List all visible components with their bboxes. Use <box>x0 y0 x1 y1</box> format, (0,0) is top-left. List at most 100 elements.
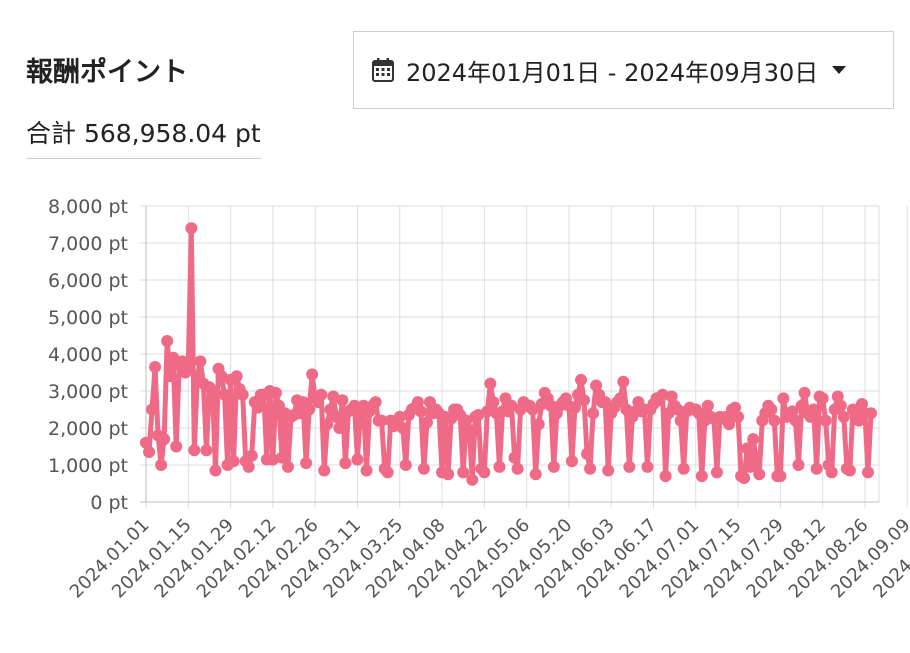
data-point <box>789 414 802 427</box>
data-point <box>732 410 745 423</box>
data-point <box>487 396 500 409</box>
data-point <box>266 453 279 466</box>
data-point <box>143 446 156 459</box>
data-point <box>578 394 591 407</box>
data-point <box>164 370 177 383</box>
data-point <box>747 433 760 446</box>
data-point <box>155 459 168 471</box>
data-point <box>182 359 195 372</box>
data-point <box>460 414 473 427</box>
data-point <box>493 460 506 473</box>
data-point <box>584 462 597 475</box>
data-point <box>146 403 159 416</box>
data-point <box>411 396 424 409</box>
y-tick-label: 0 pt <box>90 492 128 514</box>
series-points <box>140 222 877 486</box>
data-point <box>810 462 823 475</box>
data-point <box>275 451 288 464</box>
data-point <box>478 466 491 479</box>
data-point <box>723 418 736 431</box>
data-point <box>665 390 678 403</box>
data-point <box>417 462 430 475</box>
data-point <box>614 392 627 405</box>
data-point <box>230 370 243 383</box>
data-point <box>336 394 349 407</box>
date-range-picker[interactable]: 2024年01月01日 - 2024年09月30日 <box>353 31 894 109</box>
data-point <box>837 410 850 423</box>
data-point <box>315 388 328 401</box>
x-axis-ticks: 2024.01.012024.01.152024.01.292024.02.12… <box>66 515 910 603</box>
data-point <box>774 470 787 483</box>
data-point <box>420 416 433 429</box>
data-point <box>623 460 636 473</box>
data-point <box>206 385 219 397</box>
data-point <box>375 414 388 427</box>
data-point <box>587 407 600 420</box>
data-point <box>396 422 409 434</box>
data-point <box>194 355 207 368</box>
data-point <box>251 401 264 414</box>
data-point <box>330 410 343 423</box>
data-point <box>602 464 615 477</box>
data-point <box>339 457 352 470</box>
data-point <box>575 373 587 386</box>
data-point <box>865 407 877 420</box>
data-point <box>161 335 174 348</box>
data-point <box>185 222 198 235</box>
data-point <box>303 403 316 416</box>
data-point <box>753 468 766 481</box>
data-point <box>457 466 470 479</box>
data-point <box>399 459 412 471</box>
data-point <box>777 392 790 405</box>
data-point <box>641 460 654 473</box>
data-point <box>484 377 497 390</box>
data-point <box>710 466 723 479</box>
data-point <box>807 403 820 416</box>
data-point <box>816 392 829 405</box>
data-point <box>300 457 313 470</box>
data-point <box>306 368 319 381</box>
data-point <box>855 397 868 410</box>
data-point <box>170 440 183 453</box>
data-point <box>565 455 578 468</box>
data-point <box>750 451 763 464</box>
data-point <box>825 466 838 479</box>
data-point <box>393 410 406 423</box>
data-point <box>360 464 373 477</box>
data-point <box>511 462 524 475</box>
data-point <box>526 403 539 416</box>
data-point <box>281 460 294 473</box>
data-point <box>158 433 171 446</box>
points-line-chart: 0 pt 1,000 pt 2,000 pt 3,000 pt 4,000 pt 5,00… <box>48 196 910 603</box>
data-point <box>327 390 340 403</box>
data-point <box>792 459 805 471</box>
data-point <box>674 414 687 427</box>
data-point <box>236 388 249 401</box>
data-point <box>729 401 742 414</box>
y-tick-label: 4,000 pt <box>48 344 128 366</box>
data-point <box>149 360 162 373</box>
y-axis-ticks: 0 pt 1,000 pt 2,000 pt 3,000 pt 4,000 pt 5,00… <box>48 196 128 514</box>
data-point <box>321 418 334 431</box>
data-point <box>369 396 382 409</box>
y-tick-label: 3,000 pt <box>48 381 128 403</box>
caret-down-icon <box>830 61 848 79</box>
total-points: 合計 568,958.04 pt <box>26 114 261 159</box>
y-tick-label: 6,000 pt <box>48 270 128 292</box>
data-point <box>529 468 542 481</box>
data-point <box>442 468 455 481</box>
data-point <box>617 375 630 388</box>
data-point <box>463 423 476 436</box>
data-point <box>590 379 603 392</box>
data-point <box>245 449 258 462</box>
data-point <box>215 370 228 383</box>
data-point <box>656 388 669 401</box>
data-point <box>768 414 781 427</box>
data-point <box>318 464 331 477</box>
data-point <box>466 473 479 486</box>
date-range-label: 2024年01月01日 - 2024年09月30日 <box>406 58 819 87</box>
data-point <box>744 460 757 473</box>
y-tick-label: 1,000 pt <box>48 455 128 477</box>
data-point <box>834 399 847 412</box>
data-point <box>351 453 364 466</box>
